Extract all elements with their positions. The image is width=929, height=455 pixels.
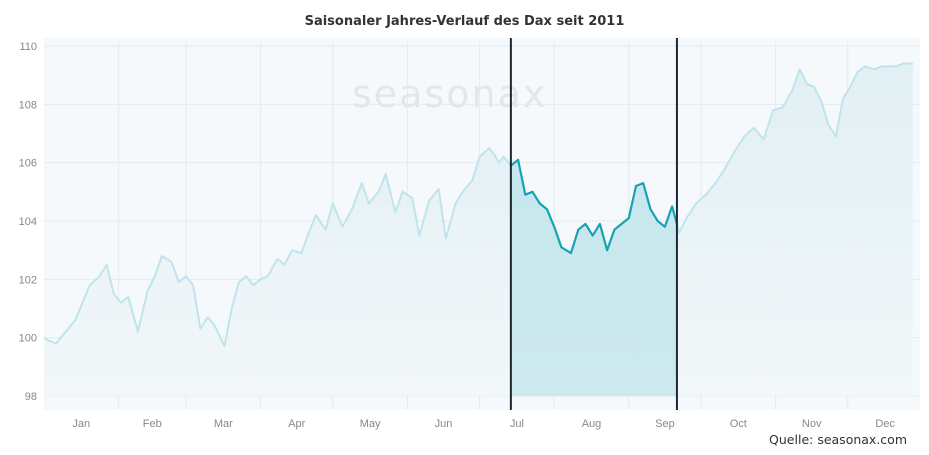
x-tick-label: Feb bbox=[143, 418, 162, 430]
y-tick-label: 106 bbox=[19, 158, 37, 170]
area-layer bbox=[43, 62, 913, 396]
x-tick-label: Nov bbox=[802, 418, 822, 430]
x-tick-label: Dec bbox=[875, 418, 895, 430]
x-axis: Jan Feb Mar Apr May Jun Jul Aug Sep Oct Nov Dec bbox=[72, 418, 895, 430]
y-tick-label: 110 bbox=[19, 41, 37, 53]
x-tick-label: Sep bbox=[655, 418, 675, 430]
highlight-area-fill bbox=[510, 159, 677, 396]
x-tick-label: Aug bbox=[582, 418, 602, 430]
y-tick-label: 102 bbox=[19, 274, 37, 286]
y-tick-label: 100 bbox=[19, 333, 37, 345]
chart-title: Saisonaler Jahres-Verlauf des Dax seit 2… bbox=[305, 14, 625, 29]
x-tick-label: Jul bbox=[510, 418, 524, 430]
x-tick-label: Jun bbox=[435, 418, 453, 430]
watermark: seasonax bbox=[352, 72, 547, 116]
y-tick-label: 98 bbox=[25, 391, 37, 403]
x-tick-label: Apr bbox=[288, 418, 305, 430]
series-line bbox=[43, 62, 913, 348]
source-credit: Quelle: seasonax.com bbox=[769, 432, 907, 447]
x-tick-label: Oct bbox=[730, 418, 747, 430]
x-tick-label: May bbox=[360, 418, 381, 430]
y-axis: 98 100 102 104 106 108 110 bbox=[19, 41, 37, 403]
y-tick-label: 104 bbox=[19, 216, 37, 228]
highlight-window bbox=[510, 158, 677, 396]
y-tick-label: 108 bbox=[19, 99, 37, 111]
x-tick-label: Jan bbox=[72, 418, 90, 430]
x-tick-label: Mar bbox=[214, 418, 233, 430]
area-fill bbox=[44, 63, 913, 396]
